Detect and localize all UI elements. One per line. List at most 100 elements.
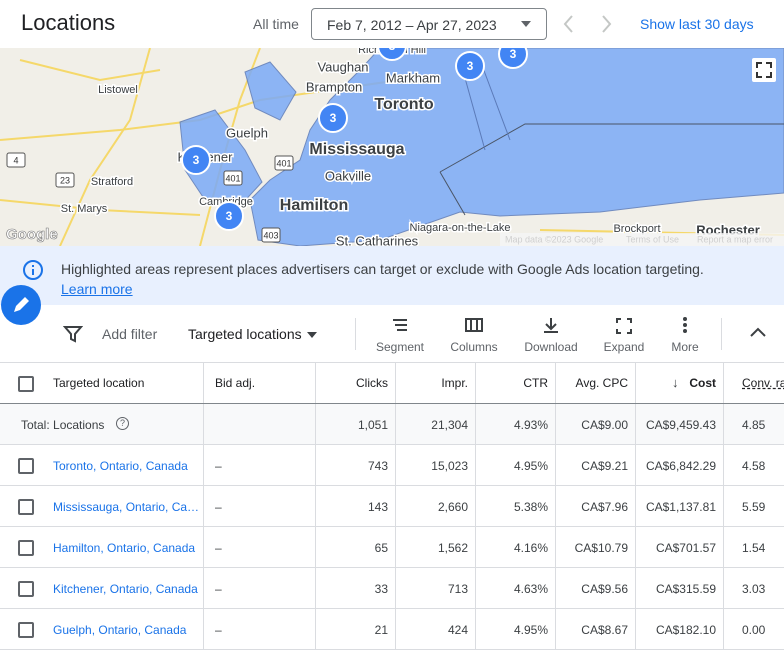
row-checkbox[interactable] bbox=[18, 622, 34, 638]
column-divider bbox=[315, 609, 316, 650]
column-header[interactable]: Conv. ra bbox=[742, 376, 784, 390]
cell-value: 424 bbox=[447, 623, 468, 637]
road-number: 401 bbox=[276, 158, 291, 168]
row-checkbox[interactable] bbox=[18, 376, 34, 392]
action-label: Segment bbox=[375, 340, 425, 354]
filter-icon[interactable] bbox=[63, 324, 83, 344]
column-divider bbox=[475, 568, 476, 609]
toolbar-action[interactable]: Expand bbox=[589, 316, 659, 354]
column-divider bbox=[475, 527, 476, 568]
column-divider bbox=[395, 527, 396, 568]
column-header[interactable]: Avg. CPC bbox=[575, 376, 628, 390]
column-divider bbox=[723, 486, 724, 527]
cell-value: 1.54 bbox=[742, 541, 766, 555]
column-divider bbox=[315, 445, 316, 486]
cell-value: 33 bbox=[374, 582, 388, 596]
road-number: 4 bbox=[13, 155, 18, 165]
toolbar-action[interactable]: Columns bbox=[439, 316, 509, 354]
map-label: St. Marys bbox=[61, 203, 108, 215]
date-picker[interactable]: Feb 7, 2012 – Apr 27, 2023 bbox=[311, 8, 547, 40]
location-link[interactable]: Kitchener, Ontario, Canada bbox=[53, 582, 198, 596]
cell-value: CA$10.79 bbox=[574, 541, 628, 555]
cell-value: CA$7.96 bbox=[581, 500, 628, 514]
cell-value: CA$6,842.29 bbox=[645, 459, 716, 473]
cell-value: 21 bbox=[374, 623, 388, 637]
cell-value: CA$9.21 bbox=[581, 459, 628, 473]
column-header[interactable]: Bid adj. bbox=[215, 376, 256, 390]
row-checkbox[interactable] bbox=[18, 581, 34, 597]
column-divider bbox=[395, 568, 396, 609]
action-icon bbox=[393, 319, 407, 331]
cluster-marker[interactable] bbox=[318, 103, 348, 133]
divider bbox=[721, 318, 722, 350]
add-filter[interactable]: Add filter bbox=[102, 326, 158, 342]
toolbar-action[interactable]: Download bbox=[516, 316, 586, 354]
cell-value: 4.58 bbox=[742, 459, 766, 473]
cell-value: CA$8.67 bbox=[581, 623, 628, 637]
learn-more-link[interactable]: Learn more bbox=[61, 281, 133, 297]
view-selector[interactable]: Targeted locations bbox=[188, 326, 318, 342]
road-shield bbox=[261, 227, 281, 243]
toolbar-action[interactable]: More bbox=[650, 316, 720, 354]
column-divider bbox=[555, 527, 556, 568]
cluster-marker[interactable] bbox=[377, 48, 407, 61]
view-label: Targeted locations bbox=[188, 326, 302, 342]
action-label: More bbox=[671, 340, 699, 354]
column-divider bbox=[203, 486, 204, 527]
cluster-count: 3 bbox=[510, 48, 517, 61]
column-header[interactable]: Cost bbox=[689, 376, 716, 390]
column-divider bbox=[315, 404, 316, 444]
column-header[interactable]: Targeted location bbox=[53, 376, 145, 390]
cluster-marker[interactable] bbox=[455, 51, 485, 81]
location-link[interactable]: Toronto, Ontario, Canada bbox=[53, 459, 188, 473]
total-value: CA$9.00 bbox=[581, 418, 628, 432]
column-header[interactable]: Clicks bbox=[356, 376, 388, 390]
road-number: 401 bbox=[225, 173, 240, 183]
map-label: Vaughan bbox=[317, 59, 368, 74]
cell-value: 65 bbox=[374, 541, 388, 555]
total-value: 4.93% bbox=[513, 418, 548, 432]
row-checkbox[interactable] bbox=[18, 458, 34, 474]
data-row bbox=[0, 568, 784, 609]
column-divider bbox=[475, 486, 476, 527]
show-last-link[interactable]: Show last 30 days bbox=[640, 16, 754, 32]
map-label: Guelph bbox=[226, 125, 268, 140]
info-icon bbox=[23, 260, 43, 280]
edit-fab[interactable] bbox=[0, 284, 42, 326]
map[interactable]: Richmond HillVaughanMarkhamListowelBramp… bbox=[0, 48, 784, 246]
map-label: Oakville bbox=[325, 168, 371, 183]
data-row bbox=[0, 445, 784, 486]
action-icon bbox=[683, 317, 687, 333]
row-checkbox[interactable] bbox=[18, 499, 34, 515]
cell-value: – bbox=[215, 500, 222, 514]
total-label: Total: Locations bbox=[21, 418, 105, 432]
column-divider bbox=[555, 609, 556, 650]
cluster-marker[interactable] bbox=[498, 48, 528, 69]
toolbar-action[interactable]: Segment bbox=[365, 316, 435, 354]
action-icon bbox=[465, 318, 483, 332]
nav-arrows[interactable] bbox=[560, 14, 620, 34]
column-divider bbox=[723, 363, 724, 403]
cell-value: 5.59 bbox=[742, 500, 766, 514]
cell-value: CA$9.56 bbox=[581, 582, 628, 596]
column-divider bbox=[555, 404, 556, 444]
fullscreen-button[interactable] bbox=[752, 58, 776, 82]
location-link[interactable]: Mississauga, Ontario, Ca… bbox=[53, 500, 200, 514]
column-header[interactable]: CTR bbox=[523, 376, 548, 390]
action-icon bbox=[616, 318, 632, 334]
column-header[interactable]: Impr. bbox=[441, 376, 468, 390]
location-link[interactable]: Hamilton, Ontario, Canada bbox=[53, 541, 196, 555]
cluster-count: 3 bbox=[330, 111, 337, 125]
cluster-marker[interactable] bbox=[214, 201, 244, 231]
action-label: Columns bbox=[450, 340, 498, 354]
cluster-marker[interactable] bbox=[181, 145, 211, 175]
collapse-button[interactable] bbox=[749, 326, 767, 338]
row-checkbox[interactable] bbox=[18, 540, 34, 556]
column-divider bbox=[395, 404, 396, 444]
column-divider bbox=[635, 568, 636, 609]
range-label: All time bbox=[253, 16, 299, 32]
location-link[interactable]: Guelph, Ontario, Canada bbox=[53, 623, 187, 637]
help-icon[interactable]: ? bbox=[116, 417, 129, 430]
column-divider bbox=[395, 609, 396, 650]
